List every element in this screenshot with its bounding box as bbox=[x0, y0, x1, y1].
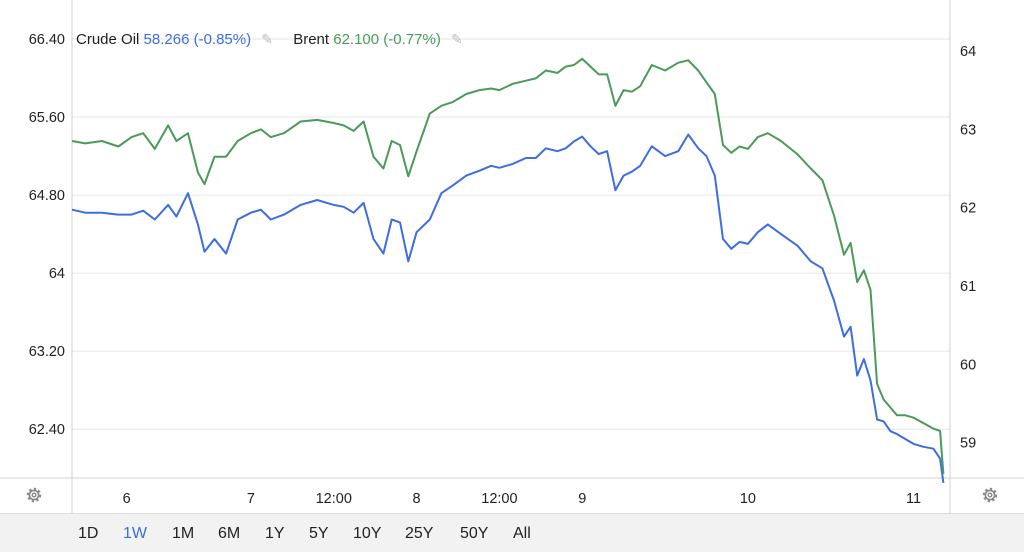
y-tick-label-right: 62 bbox=[960, 201, 976, 217]
axis-frame bbox=[0, 0, 1024, 513]
range-button-50y[interactable]: 50Y bbox=[460, 525, 489, 542]
y-tick-label-left: 62.40 bbox=[29, 422, 65, 438]
legend-crude-name: Crude Oil bbox=[76, 30, 140, 48]
legend-crude-change: (-0.85%) bbox=[193, 30, 252, 48]
y-tick-label-left: 64 bbox=[49, 266, 65, 282]
gear-icon[interactable] bbox=[24, 485, 44, 505]
y-tick-label-right: 64 bbox=[960, 44, 976, 60]
legend-brent-value: 62.100 (-0.77%) bbox=[333, 30, 441, 48]
pencil-icon[interactable]: ✎ bbox=[451, 30, 463, 47]
price-chart[interactable]: 62.40 63.20 64 64.80 65.60 66.40 59 60 61 62 63 64 6… bbox=[0, 0, 1024, 513]
y-tick-label-right: 59 bbox=[960, 436, 976, 452]
pencil-icon[interactable]: ✎ bbox=[261, 30, 274, 47]
grid-lines bbox=[72, 38, 950, 430]
legend-crude-value: 58.266 (-0.85%) bbox=[144, 30, 252, 48]
range-button-all[interactable]: All bbox=[513, 525, 531, 542]
range-button-1d[interactable]: 1D bbox=[78, 525, 99, 542]
range-button-10y[interactable]: 10Y bbox=[353, 525, 382, 542]
x-tick-label: 9 bbox=[578, 491, 586, 507]
gear-icon[interactable] bbox=[980, 485, 1000, 505]
legend-crude-price: 58.266 bbox=[143, 30, 190, 48]
y-tick-label-right: 61 bbox=[960, 279, 976, 295]
x-tick-label: 7 bbox=[247, 491, 255, 507]
range-button-1w[interactable]: 1W bbox=[123, 525, 147, 542]
legend-brent-price: 62.100 bbox=[333, 30, 380, 48]
range-button-6m[interactable]: 6M bbox=[218, 525, 241, 542]
series-line-brent bbox=[71, 57, 945, 475]
x-tick-label: 12:00 bbox=[481, 491, 517, 507]
range-button-5y[interactable]: 5Y bbox=[309, 525, 329, 542]
x-tick-label: 12:00 bbox=[316, 491, 352, 507]
x-tick-label: 11 bbox=[906, 491, 921, 507]
x-tick-label: 6 bbox=[123, 491, 131, 507]
tick-labels: 62.40 63.20 64 64.80 65.60 66.40 59 60 61 62 63 64 6… bbox=[29, 32, 976, 507]
range-button-25y[interactable]: 25Y bbox=[405, 525, 434, 542]
legend-brent-change: (-0.77%) bbox=[383, 30, 441, 48]
y-tick-label-left: 64.80 bbox=[29, 188, 65, 204]
y-tick-label-right: 60 bbox=[960, 357, 976, 373]
y-tick-label-right: 63 bbox=[960, 122, 976, 138]
range-selector: 1D 1W 1M 6M 1Y 5Y 10Y 25Y 50Y All bbox=[0, 513, 1024, 552]
range-button-1y[interactable]: 1Y bbox=[265, 525, 285, 542]
legend-brent-name: Brent bbox=[293, 30, 330, 48]
series-line-crude-oil bbox=[71, 133, 945, 484]
x-tick-label: 8 bbox=[413, 491, 421, 507]
chart-legend: Crude Oil 58.266 (-0.85%) ✎ Brent 62.100… bbox=[76, 30, 479, 48]
series-layer bbox=[71, 57, 945, 484]
range-button-1m[interactable]: 1M bbox=[172, 525, 195, 542]
y-tick-label-left: 63.20 bbox=[29, 344, 65, 360]
y-tick-label-left: 65.60 bbox=[29, 110, 65, 126]
y-tick-label-left: 66.40 bbox=[29, 32, 65, 48]
x-tick-label: 10 bbox=[740, 491, 756, 507]
